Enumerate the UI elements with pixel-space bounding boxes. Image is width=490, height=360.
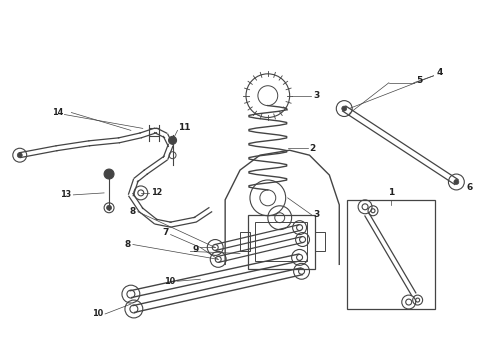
Text: 8: 8 bbox=[129, 207, 136, 216]
Circle shape bbox=[169, 136, 176, 144]
Text: 8: 8 bbox=[124, 240, 131, 249]
Text: 1: 1 bbox=[388, 188, 394, 197]
Bar bbox=[240, 231, 250, 251]
Text: 5: 5 bbox=[416, 76, 423, 85]
Circle shape bbox=[17, 153, 22, 158]
Text: 13: 13 bbox=[60, 190, 72, 199]
Text: 3: 3 bbox=[314, 91, 319, 100]
Circle shape bbox=[107, 205, 112, 210]
Bar bbox=[316, 231, 325, 251]
Circle shape bbox=[454, 180, 459, 184]
Bar bbox=[347, 200, 435, 309]
Text: 3: 3 bbox=[314, 210, 319, 219]
Text: 12: 12 bbox=[151, 188, 162, 197]
Text: 10: 10 bbox=[92, 310, 103, 319]
Text: 14: 14 bbox=[52, 108, 63, 117]
Circle shape bbox=[342, 106, 347, 111]
Text: 11: 11 bbox=[178, 123, 191, 132]
Text: 10: 10 bbox=[164, 277, 175, 286]
Text: 2: 2 bbox=[310, 144, 316, 153]
Bar bbox=[255, 222, 307, 261]
Text: 7: 7 bbox=[162, 228, 169, 237]
Bar bbox=[248, 215, 316, 269]
Text: 9: 9 bbox=[193, 245, 199, 254]
Circle shape bbox=[104, 169, 114, 179]
Text: 4: 4 bbox=[437, 68, 443, 77]
Text: 6: 6 bbox=[466, 184, 472, 193]
